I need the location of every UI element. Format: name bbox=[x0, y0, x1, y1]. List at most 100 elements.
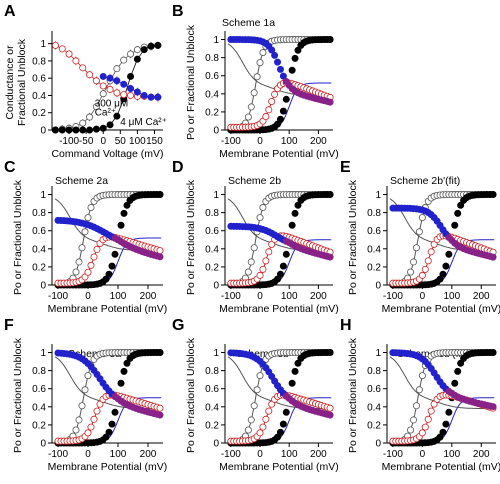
x-tick-label: 100 bbox=[443, 291, 460, 302]
panel-letter: E bbox=[340, 159, 351, 176]
y-tick-label: 0.2 bbox=[205, 420, 219, 431]
data-point-solid bbox=[326, 191, 334, 199]
x-tick-label: -100 bbox=[221, 449, 241, 460]
data-point bbox=[58, 45, 66, 53]
x-tick-label: 100 bbox=[281, 136, 298, 147]
data-point-red bbox=[418, 271, 426, 279]
x-tick-label: 0 bbox=[85, 449, 91, 460]
y-tick-label: 1 bbox=[40, 190, 46, 201]
y-tick-label: 0.2 bbox=[32, 262, 46, 273]
x-tick-label: -100 bbox=[221, 136, 241, 147]
data-point-open bbox=[418, 214, 426, 222]
data-point bbox=[86, 126, 94, 134]
panel-letter: F bbox=[4, 317, 14, 334]
y-tick-label: 1 bbox=[213, 190, 219, 201]
data-point-red bbox=[90, 253, 98, 261]
y-tick-label: 0 bbox=[375, 439, 381, 450]
data-point-open bbox=[415, 228, 423, 236]
x-tick-label: 50 bbox=[115, 136, 127, 147]
data-point-red bbox=[265, 407, 273, 415]
y-tick-label: 1 bbox=[213, 35, 219, 46]
data-point bbox=[127, 85, 135, 93]
data-point-open bbox=[250, 89, 258, 97]
data-point-solid bbox=[105, 270, 113, 278]
data-point-solid bbox=[276, 270, 284, 278]
y-tick-label: 0.8 bbox=[367, 366, 381, 377]
data-point-red bbox=[256, 271, 264, 279]
data-point-open bbox=[81, 386, 89, 394]
panel-title: Scheme 2b'(fit) bbox=[390, 175, 460, 187]
data-point-solid bbox=[117, 221, 125, 229]
data-point-solid bbox=[123, 359, 131, 367]
y-tick-label: 0.6 bbox=[32, 384, 46, 395]
data-point-solid bbox=[442, 262, 450, 270]
data-point-open bbox=[410, 258, 418, 266]
y-tick-label: 0.2 bbox=[367, 262, 381, 273]
data-point bbox=[140, 91, 148, 99]
data-point-blue bbox=[268, 46, 276, 54]
x-tick-label: -100 bbox=[48, 291, 68, 302]
data-point-open bbox=[410, 416, 418, 424]
y-tick-label: 0.6 bbox=[32, 226, 46, 237]
y-axis-label: Po or Fractional Unblock bbox=[185, 179, 197, 295]
data-point-solid bbox=[279, 420, 287, 428]
data-point-solid bbox=[451, 379, 459, 387]
y-tick-label: 0 bbox=[213, 439, 219, 450]
data-point-red bbox=[421, 423, 429, 431]
data-point-red bbox=[427, 248, 435, 256]
data-point-open bbox=[81, 228, 89, 236]
data-point-solid bbox=[282, 95, 290, 103]
y-axis-label: Po or Fractional Unblock bbox=[12, 337, 24, 453]
data-point-solid bbox=[279, 262, 287, 270]
data-point-open bbox=[407, 426, 415, 434]
data-point-solid bbox=[489, 191, 497, 199]
annotation: Ca²⁺ bbox=[95, 107, 116, 118]
data-point-open bbox=[256, 59, 264, 67]
data-point-red bbox=[424, 257, 432, 265]
y-tick-label: 0.6 bbox=[205, 384, 219, 395]
data-point-open bbox=[412, 402, 420, 410]
data-point bbox=[72, 57, 80, 65]
data-point-red bbox=[156, 404, 164, 412]
data-point bbox=[65, 126, 73, 134]
data-point bbox=[79, 119, 87, 127]
x-tick-label: 100 bbox=[110, 449, 127, 460]
data-point-open bbox=[256, 372, 264, 380]
y-axis-label: Po or Fractional Unblock bbox=[347, 337, 359, 453]
data-point-red bbox=[262, 113, 270, 121]
y-axis-label-line: Fractional Unblock bbox=[16, 38, 28, 126]
data-point-solid bbox=[439, 270, 447, 278]
fit-curve-descend bbox=[389, 356, 495, 410]
data-point-solid bbox=[279, 107, 287, 115]
data-point-solid bbox=[276, 115, 284, 123]
x-tick-label: 0 bbox=[257, 291, 263, 302]
y-tick-label: 0.8 bbox=[32, 366, 46, 377]
data-point-solid bbox=[108, 262, 116, 270]
y-tick-label: 0.4 bbox=[367, 244, 381, 255]
x-tick-label: 100 bbox=[281, 291, 298, 302]
panel-title: Scheme 1a bbox=[222, 17, 275, 29]
x-tick-label: 200 bbox=[310, 291, 327, 302]
y-tick-label: 0.6 bbox=[367, 226, 381, 237]
data-point-open bbox=[244, 268, 252, 276]
x-axis-label: Membrane Potential (mV) bbox=[48, 303, 168, 315]
y-axis-label: Po or Fractional Unblock bbox=[12, 179, 24, 295]
x-tick-label: 200 bbox=[473, 291, 490, 302]
data-point-red bbox=[262, 415, 270, 423]
data-point-blue bbox=[276, 65, 284, 73]
data-point-solid bbox=[326, 36, 334, 44]
annotation: 4 μM Ca²⁺ bbox=[120, 117, 167, 128]
data-point-red bbox=[427, 407, 435, 415]
data-point bbox=[65, 50, 73, 58]
y-tick-label: 0.2 bbox=[32, 420, 46, 431]
data-point bbox=[58, 126, 66, 134]
data-point-open bbox=[259, 204, 267, 212]
data-point bbox=[92, 125, 100, 133]
y-axis-label: Po or Fractional Unblock bbox=[185, 24, 197, 140]
panel-title: Scheme 2b bbox=[228, 175, 281, 187]
y-tick-label: 0.8 bbox=[205, 366, 219, 377]
